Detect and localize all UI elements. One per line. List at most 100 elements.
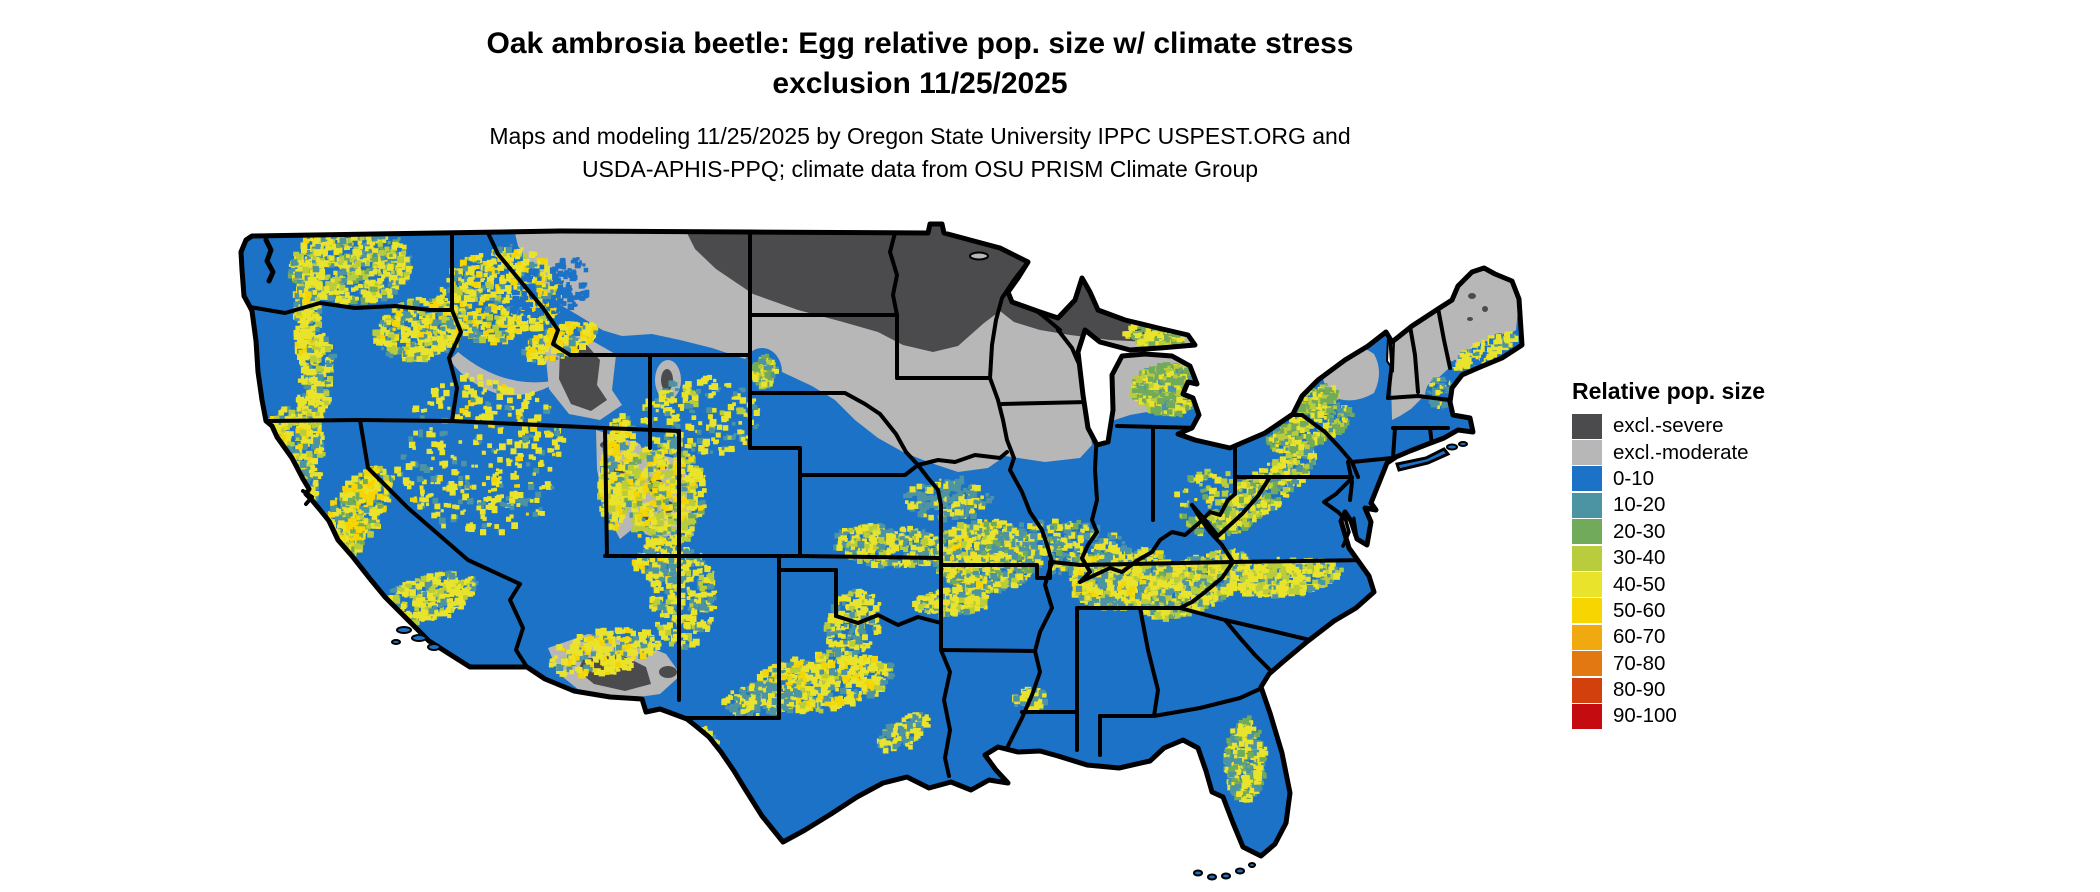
state-border-line [878,412,920,467]
map-title-line1: Oak ambrosia beetle: Egg relative pop. s… [486,27,1354,60]
channel-island [396,626,412,634]
channel-island [411,634,427,642]
legend-rows: excl.-severe excl.-moderate 0-10 10-20 20-30… [1572,413,1832,730]
nantucket [1446,443,1458,451]
map-title-line2: exclusion 11/25/2025 [772,67,1068,100]
legend-row: 90-100 [1572,703,1832,729]
state-border-line [1386,394,1452,402]
legend-label: 80-90 [1613,678,1666,702]
legend-label: 60-70 [1613,625,1666,649]
map-title: Oak ambrosia beetle: Egg relative pop. s… [170,24,1670,104]
map-national-outline [238,221,1525,859]
state-border-line [1050,560,1235,567]
channel-island [391,639,401,645]
state-border-line [1346,460,1354,502]
legend-swatch-excl.-severe [1572,413,1602,439]
state-border-line [264,418,681,433]
state-border-line [1152,686,1264,718]
legend-row: 80-90 [1572,677,1832,703]
legend-label: 20-30 [1613,519,1666,543]
florida-key [1235,867,1245,875]
state-border-line [939,648,1037,653]
state-border-line [248,301,454,315]
legend-row: 10-20 [1572,492,1832,518]
state-border-line [798,463,920,477]
florida-key [1207,873,1217,881]
legend-row: 70-80 [1572,651,1832,677]
state-border-line [916,450,1009,467]
state-border-line [1408,324,1420,394]
map-region-excl-severe-maine-2 [1482,306,1488,312]
map-region-excl-moderate-north [515,233,1222,472]
map-region-excl-severe-maine-1 [1468,293,1476,299]
state-border-line [888,231,899,380]
legend-label: 30-40 [1613,546,1666,570]
legend-row: 40-50 [1572,571,1832,598]
legend-label: 70-80 [1613,651,1666,675]
map-subtitle: Maps and modeling 11/25/2025 by Oregon S… [170,120,1670,186]
legend-row: 20-30 [1572,519,1832,545]
state-border-line [358,418,522,586]
legend-swatch-0-10 [1572,466,1602,492]
water-line-green-bay [1056,328,1080,364]
state-border-line [508,582,529,669]
state-border-line [1178,560,1235,610]
legend-row: 50-60 [1572,598,1832,624]
legend-swatch-70-80 [1572,651,1602,677]
state-border-line [1000,400,1090,406]
state-border-line [486,231,572,357]
map-region-excl-moderate-snake-plain [450,352,558,396]
legend-swatch-50-60 [1572,598,1602,624]
state-border-line [1391,426,1397,460]
state-border-line [447,308,463,423]
marthas-vineyard [1458,441,1468,447]
state-border-line [1223,618,1274,674]
state-border-line [1115,424,1202,430]
legend-swatch-10-20 [1572,492,1602,518]
water-line-puget-sound [263,237,276,284]
florida-key [1221,872,1231,880]
map-speckles [261,229,1519,803]
map-islands [391,251,1468,881]
long-island [1395,447,1451,472]
channel-island [427,643,441,651]
legend-swatch-excl.-moderate [1572,440,1602,466]
legend-row: 30-40 [1572,545,1832,571]
legend-row: excl.-severe [1572,413,1832,439]
legend-label: 10-20 [1613,493,1666,517]
legend-label: 40-50 [1613,572,1666,596]
state-border-line [1190,475,1272,538]
state-border-line [916,463,943,560]
state-border-line [1178,606,1312,642]
map-subtitle-line2: USDA-APHIS-PPQ; climate data from OSU PR… [581,156,1259,182]
isle-royale [969,251,989,261]
map-subtitle-line1: Maps and modeling 11/25/2025 by Oregon S… [489,123,1351,149]
legend-label: 0-10 [1613,466,1655,490]
legend-row: 0-10 [1572,466,1832,492]
legend: Relative pop. size excl.-severe excl.-mod… [1572,378,1832,730]
map-state-borders [248,231,1452,778]
state-border-line [834,613,943,627]
legend-swatch-40-50 [1572,572,1602,598]
state-border-line [1231,558,1370,564]
state-border-line [1078,426,1099,584]
state-border-line [1322,476,1354,522]
legend-swatch-80-90 [1572,677,1602,703]
legend-label: excl.-moderate [1613,440,1749,464]
state-border-line [1138,606,1160,718]
legend-row: 60-70 [1572,624,1832,650]
map-region-excl-severe-maine-3 [1467,317,1473,321]
legend-label: 50-60 [1613,598,1666,622]
florida-key [1248,862,1256,868]
legend-label: excl.-severe [1613,414,1724,438]
legend-title: Relative pop. size [1572,378,1766,404]
legend-swatch-90-100 [1572,703,1602,729]
state-border-line [748,391,882,416]
legend-row: excl.-moderate [1572,439,1832,466]
state-border-line [1436,306,1452,370]
map-region-excl-severe-gila [659,666,677,678]
state-border-line [603,554,943,560]
map-region-excl-severe-yellowstone [559,344,607,411]
legend-swatch-60-70 [1572,624,1602,650]
